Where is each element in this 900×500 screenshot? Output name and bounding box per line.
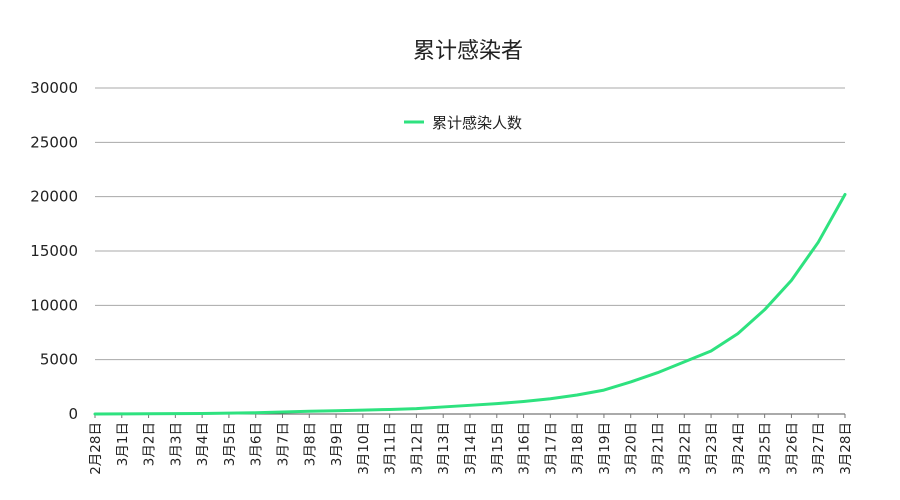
x-tick-label: 3月11日 [383, 422, 399, 475]
x-tick-label: 3月16日 [517, 422, 533, 475]
x-tick-label: 3月13日 [436, 422, 452, 475]
x-tick-label: 3月9日 [329, 422, 345, 466]
y-tick-label: 5000 [40, 351, 78, 369]
y-tick-label: 20000 [30, 188, 78, 206]
x-tick-label: 3月21日 [651, 422, 667, 475]
x-tick-label: 3月25日 [758, 422, 774, 475]
x-tick-label: 3月1日 [115, 422, 131, 466]
grid [95, 87, 845, 415]
x-tick-label: 3月4日 [195, 422, 211, 466]
x-tick-label: 3月3日 [168, 422, 184, 466]
legend: 累计感染人数 [404, 114, 522, 132]
x-tick-label: 3月23日 [704, 422, 720, 475]
series-layer [93, 192, 847, 416]
x-tick-label: 3月2日 [142, 422, 158, 466]
y-tick-label: 10000 [30, 296, 78, 314]
x-tick-label: 3月22日 [677, 422, 693, 475]
y-tick-label: 25000 [30, 133, 78, 151]
x-tick-label: 3月17日 [543, 422, 559, 475]
x-tick-label: 3月18日 [570, 422, 586, 475]
y-tick-label: 0 [68, 405, 78, 423]
x-tick-label: 3月5日 [222, 422, 238, 466]
x-tick-label: 3月14日 [463, 422, 479, 475]
x-tick-label: 3月27日 [811, 422, 827, 475]
x-tick-label: 3月28日 [838, 422, 854, 475]
legend-label: 累计感染人数 [432, 114, 522, 132]
x-tick-label: 2月28日 [88, 422, 104, 475]
x-tick-label: 3月10日 [356, 422, 372, 475]
x-axis: 2月28日 3月1日 3月2日 3月3日 3月4日 3月5日 3月6日 3月7日 3月8日 3月9… [88, 414, 854, 475]
x-tick-label: 3月6日 [249, 422, 265, 466]
x-tick-label: 3月26日 [784, 422, 800, 475]
x-tick-label: 3月19日 [597, 422, 613, 475]
y-axis: 0 5000 10000 15000 20000 25000 30000 [30, 79, 78, 423]
series-line [93, 192, 847, 416]
x-tick-label: 3月15日 [490, 422, 506, 475]
y-tick-label: 30000 [30, 79, 78, 97]
x-tick-label: 3月24日 [731, 422, 747, 475]
x-tick-label: 3月12日 [409, 422, 425, 475]
chart-title: 累计感染者 [413, 39, 523, 64]
x-tick-label: 3月20日 [624, 422, 640, 475]
x-tick-label: 3月7日 [276, 422, 292, 466]
y-tick-label: 15000 [30, 242, 78, 260]
x-tick-label: 3月8日 [302, 422, 318, 466]
